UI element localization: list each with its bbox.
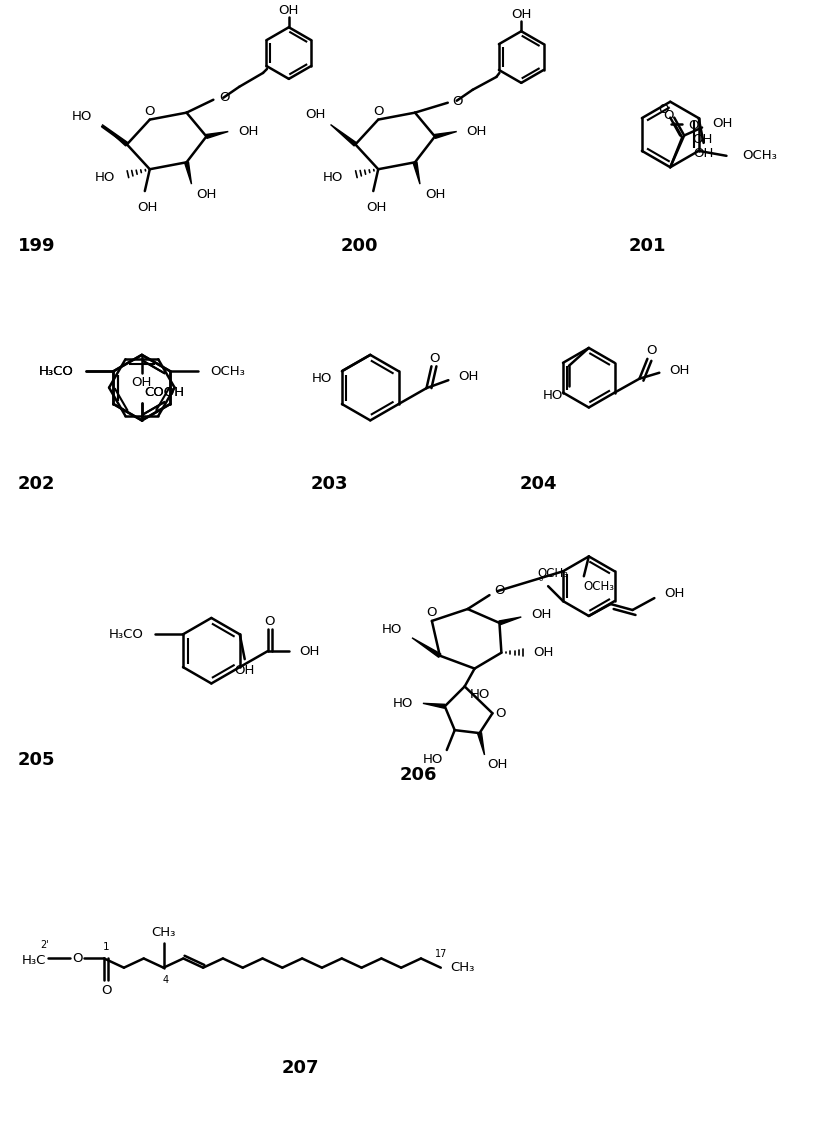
Polygon shape: [184, 162, 192, 184]
Text: O: O: [657, 103, 668, 116]
Text: OH: OH: [664, 586, 685, 600]
Text: HO: HO: [543, 389, 563, 402]
Text: O: O: [452, 95, 463, 108]
Text: H₃CO: H₃CO: [39, 365, 74, 377]
Text: HO: HO: [382, 624, 402, 636]
Text: O: O: [646, 345, 657, 357]
Text: 200: 200: [341, 236, 378, 254]
Text: 207: 207: [282, 1059, 319, 1077]
Polygon shape: [413, 162, 420, 184]
Text: HO: HO: [470, 688, 490, 701]
Text: OH: OH: [458, 370, 479, 383]
Text: o: o: [539, 576, 543, 582]
Polygon shape: [499, 617, 521, 625]
Text: HO: HO: [393, 697, 413, 710]
Text: COOH: COOH: [144, 386, 184, 399]
Text: HO: HO: [72, 110, 92, 123]
Polygon shape: [412, 637, 441, 658]
Text: CH₃: CH₃: [151, 927, 175, 939]
Text: 204: 204: [519, 475, 557, 493]
Text: O: O: [373, 105, 384, 119]
Text: OH: OH: [305, 108, 326, 121]
Text: OH: OH: [279, 3, 299, 17]
Text: OH: OH: [712, 118, 733, 130]
Text: 1: 1: [103, 941, 109, 951]
Text: OH: OH: [487, 758, 508, 772]
Text: O: O: [219, 92, 230, 104]
Text: OH: OH: [137, 201, 158, 214]
Text: OH: OH: [235, 663, 255, 677]
Text: 201: 201: [629, 236, 666, 254]
Text: 2': 2': [41, 939, 49, 949]
Text: OCH₃: OCH₃: [210, 365, 245, 377]
Text: O: O: [72, 951, 83, 965]
Text: O: O: [429, 351, 440, 365]
Text: O: O: [663, 110, 673, 122]
Text: OH: OH: [299, 645, 320, 658]
Text: 17: 17: [434, 949, 447, 958]
Text: 4: 4: [162, 974, 169, 984]
Text: OH: OH: [197, 188, 217, 200]
Text: OH: OH: [238, 125, 259, 138]
Polygon shape: [102, 124, 128, 146]
Text: 202: 202: [17, 475, 55, 493]
Text: COOH: COOH: [144, 386, 184, 399]
Text: HO: HO: [423, 754, 442, 766]
Text: OH: OH: [366, 201, 386, 214]
Text: OH: OH: [533, 646, 553, 659]
Text: 206: 206: [400, 766, 437, 784]
Text: O: O: [427, 607, 437, 619]
Text: 205: 205: [17, 751, 55, 768]
Polygon shape: [478, 732, 485, 755]
Text: OH: OH: [511, 8, 532, 20]
Text: OCH₃: OCH₃: [584, 580, 614, 592]
Text: OCH₃: OCH₃: [743, 149, 777, 163]
Text: OH: OH: [425, 188, 445, 200]
Text: H₃C: H₃C: [22, 954, 46, 967]
Text: OH: OH: [531, 608, 552, 622]
Text: OH: OH: [466, 125, 487, 138]
Text: OH: OH: [692, 133, 713, 146]
Text: 203: 203: [311, 475, 348, 493]
Text: O: O: [495, 584, 505, 597]
Text: O: O: [145, 105, 155, 119]
Polygon shape: [206, 131, 228, 138]
Text: H₃CO: H₃CO: [39, 365, 74, 377]
Text: H₃CO: H₃CO: [108, 628, 143, 641]
Text: OH: OH: [669, 364, 690, 377]
Polygon shape: [434, 131, 457, 138]
Text: OCH₃: OCH₃: [538, 567, 569, 580]
Text: O: O: [688, 119, 699, 132]
Text: 199: 199: [17, 236, 55, 254]
Polygon shape: [331, 124, 356, 146]
Text: O: O: [495, 706, 505, 720]
Text: OH: OH: [693, 147, 714, 160]
Text: HO: HO: [323, 171, 343, 184]
Text: HO: HO: [312, 372, 332, 385]
Text: OH: OH: [131, 376, 152, 389]
Text: O: O: [265, 615, 275, 628]
Text: CH₃: CH₃: [451, 962, 475, 974]
Text: O: O: [101, 984, 112, 997]
Text: HO: HO: [94, 171, 115, 184]
Polygon shape: [423, 703, 445, 709]
